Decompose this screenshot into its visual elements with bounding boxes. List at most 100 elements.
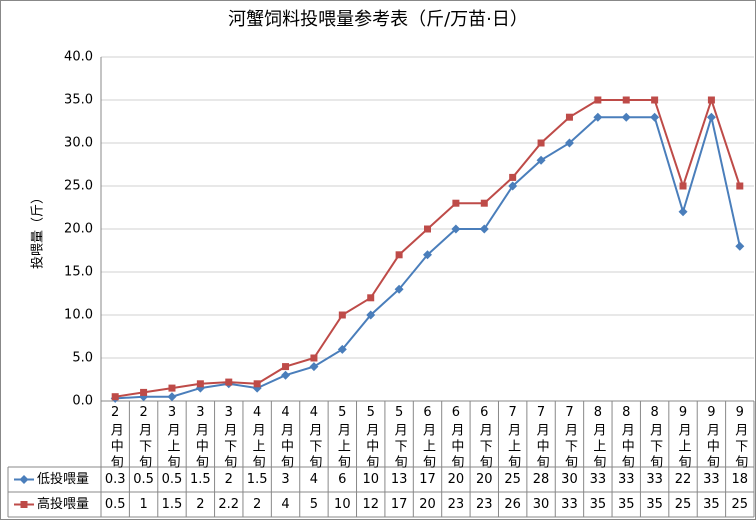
table-value: 0.5	[133, 472, 154, 487]
table-value: 2	[196, 497, 204, 512]
table-value: 1.5	[247, 472, 268, 487]
table-value: 33	[590, 472, 607, 487]
point	[736, 182, 744, 190]
table-value: 30	[533, 497, 550, 512]
table-value: 0.3	[105, 472, 126, 487]
chart-title: 河蟹饲料投喂量参考表（斤/万苗·日）	[228, 9, 528, 30]
x-tick-label: 5月上旬	[335, 405, 351, 471]
x-tick-label: 4月上旬	[250, 405, 266, 471]
point	[140, 388, 148, 396]
point	[707, 96, 715, 104]
point	[366, 310, 376, 320]
x-tick-label: 7月中旬	[534, 405, 550, 471]
table-value: 25	[675, 497, 692, 512]
table-value: 35	[590, 497, 607, 512]
y-tick-label: 20.0	[64, 222, 93, 237]
x-tick-label: 4月下旬	[306, 405, 322, 471]
table-value: 2	[225, 472, 233, 487]
legend-label: 低投喂量	[37, 471, 89, 487]
point	[564, 138, 574, 148]
x-tick-label: 9月上旬	[676, 405, 692, 471]
point	[536, 155, 546, 165]
table-value: 1.5	[162, 497, 183, 512]
table-value: 20	[476, 472, 493, 487]
table-value: 35	[703, 497, 720, 512]
table-value: 13	[391, 472, 408, 487]
table-value: 35	[646, 497, 663, 512]
point	[282, 363, 290, 371]
point	[678, 207, 688, 217]
point	[196, 380, 204, 388]
point	[537, 139, 545, 147]
table-value: 5	[310, 497, 318, 512]
table-value: 25	[732, 497, 749, 512]
x-tick-label: 7月下旬	[562, 405, 578, 471]
table-value: 28	[533, 472, 550, 487]
point	[19, 475, 29, 484]
point	[423, 250, 432, 260]
x-tick-label: 7月上旬	[505, 405, 521, 471]
x-tick-label: 2月下旬	[136, 405, 152, 471]
table-value: 18	[732, 472, 749, 487]
table-value: 10	[334, 497, 351, 512]
y-tick-label: 25.0	[64, 179, 93, 194]
table-value: 33	[646, 472, 663, 487]
point	[338, 311, 346, 319]
table-value: 10	[362, 472, 379, 487]
table-value: 1.5	[190, 472, 211, 487]
table-value: 4	[310, 472, 318, 487]
x-tick-label: 9月中旬	[704, 405, 720, 471]
x-tick-label: 3月下旬	[221, 405, 237, 471]
y-tick-label: 10.0	[64, 308, 93, 323]
y-tick-label: 15.0	[64, 265, 93, 280]
y-tick-label: 5.0	[72, 351, 93, 366]
point	[565, 113, 573, 121]
point	[509, 173, 517, 181]
y-axis-label: 投喂量（斤）	[30, 191, 46, 269]
table-value: 2.2	[218, 497, 239, 512]
point	[594, 96, 602, 104]
point	[480, 199, 488, 207]
point	[167, 392, 177, 402]
x-tick-label: 6月上旬	[420, 405, 436, 471]
point	[367, 294, 375, 302]
table-value: 20	[419, 497, 436, 512]
x-tick-label: 3月上旬	[164, 405, 180, 471]
point	[621, 112, 631, 122]
table-value: 22	[675, 472, 692, 487]
y-tick-label: 35.0	[64, 93, 93, 108]
point	[395, 251, 403, 259]
x-tick-label: 8月下旬	[647, 405, 663, 471]
point	[394, 284, 404, 294]
table-value: 17	[419, 472, 436, 487]
table-value: 35	[618, 497, 635, 512]
point	[111, 393, 119, 401]
x-tick-label: 3月中旬	[193, 405, 209, 471]
point	[679, 182, 687, 190]
table-value: 33	[703, 472, 720, 487]
point	[20, 501, 28, 508]
x-tick-label: 2月中旬	[108, 405, 124, 471]
table-value: 33	[561, 497, 578, 512]
x-tick-label: 6月中旬	[448, 405, 464, 471]
y-tick-label: 0.0	[72, 394, 93, 409]
table-value: 3	[281, 472, 289, 487]
point	[424, 225, 431, 233]
table-value: 4	[281, 497, 289, 512]
x-tick-label: 4月中旬	[278, 405, 294, 471]
point	[309, 362, 319, 372]
table-value: 25	[504, 472, 521, 487]
x-tick-label: 5月下旬	[392, 405, 408, 471]
point	[451, 224, 461, 234]
table-value: 23	[448, 497, 465, 512]
table-value: 23	[476, 497, 493, 512]
point	[593, 112, 603, 122]
table-value: 17	[391, 497, 408, 512]
point	[253, 380, 261, 388]
table-value: 30	[561, 472, 578, 487]
x-tick-label: 8月上旬	[590, 405, 606, 471]
legend-label: 高投喂量	[37, 496, 89, 512]
table-value: 0.5	[162, 472, 183, 487]
